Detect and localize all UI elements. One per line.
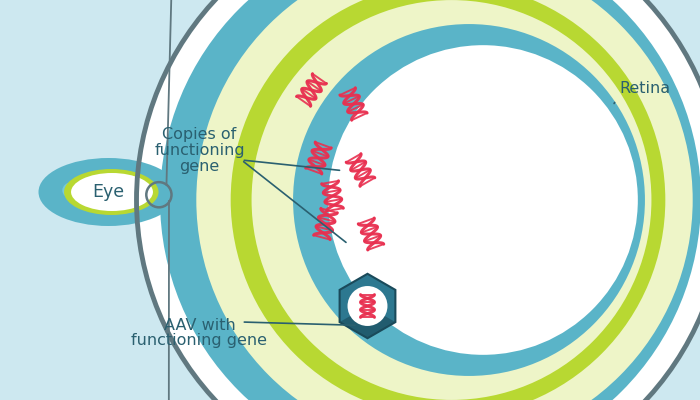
Text: Eye: Eye bbox=[92, 183, 125, 201]
Ellipse shape bbox=[347, 286, 388, 326]
Ellipse shape bbox=[160, 0, 700, 400]
Ellipse shape bbox=[38, 158, 178, 226]
Text: Copies of: Copies of bbox=[162, 126, 237, 142]
Ellipse shape bbox=[251, 0, 652, 400]
Polygon shape bbox=[340, 306, 396, 338]
Ellipse shape bbox=[64, 169, 158, 215]
Ellipse shape bbox=[197, 0, 692, 400]
Text: Retina: Retina bbox=[620, 81, 671, 96]
Text: gene: gene bbox=[179, 158, 220, 174]
Ellipse shape bbox=[69, 171, 155, 213]
Polygon shape bbox=[340, 274, 396, 338]
Text: functioning: functioning bbox=[154, 142, 245, 158]
Text: AAV with: AAV with bbox=[164, 318, 235, 334]
Ellipse shape bbox=[136, 0, 700, 400]
Ellipse shape bbox=[293, 24, 645, 376]
Ellipse shape bbox=[328, 45, 638, 355]
Ellipse shape bbox=[231, 0, 665, 400]
Text: functioning gene: functioning gene bbox=[132, 333, 267, 348]
Ellipse shape bbox=[62, 182, 82, 198]
Ellipse shape bbox=[196, 0, 693, 400]
